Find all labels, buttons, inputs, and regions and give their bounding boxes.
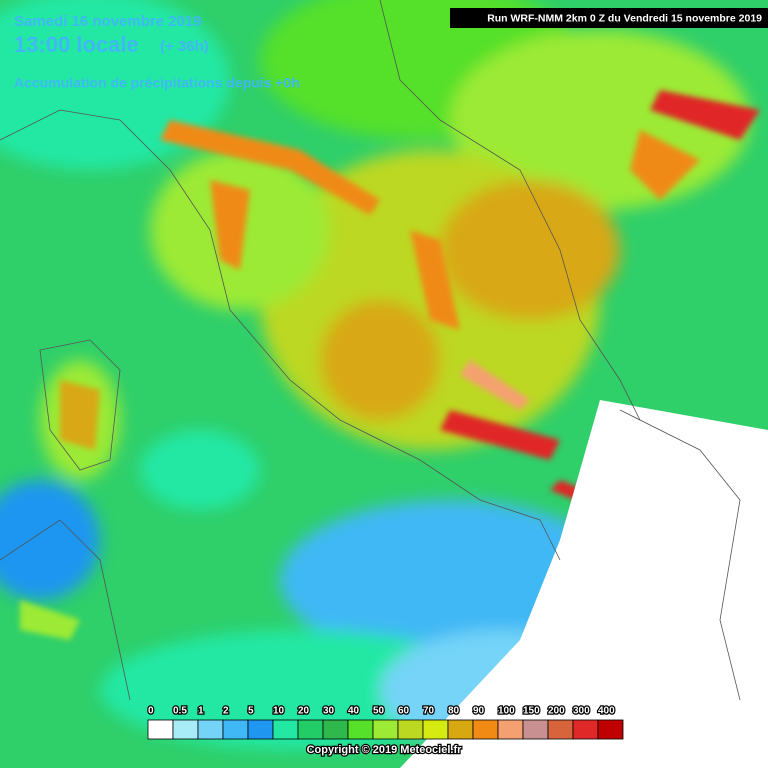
legend-swatch — [372, 719, 399, 740]
legend-label: 200 — [548, 706, 565, 717]
legend-label: 30 — [323, 706, 335, 717]
legend-swatch — [547, 719, 574, 740]
legend-swatch — [347, 719, 374, 740]
legend-label: 40 — [348, 706, 360, 717]
legend-swatch — [272, 719, 299, 740]
run-banner — [450, 8, 768, 28]
legend-label: 10 — [273, 706, 285, 717]
borders — [0, 0, 741, 701]
legend-swatch — [447, 719, 474, 740]
run-info: Run WRF-NMM 2km 0 Z du Vendredi 15 novem… — [487, 12, 762, 24]
legend-swatch — [422, 719, 449, 740]
legend-swatch — [247, 719, 274, 740]
legend-swatch — [322, 719, 349, 740]
legend-swatch — [222, 719, 249, 740]
product-title: Accumulation de précipitations depuis +0… — [14, 75, 300, 91]
legend-swatch — [497, 719, 524, 740]
legend-label: 400 — [598, 706, 615, 717]
time: 13:00 locale — [14, 32, 139, 57]
legend: 0 0.5 1 2 5 10 20 30 40 50 60 70 80 90 100 150 200 300 400 — [147, 704, 624, 740]
legend-label: 300 — [573, 706, 590, 717]
legend-swatch — [522, 719, 549, 740]
legend-swatch — [597, 719, 624, 740]
legend-label: 5 — [248, 706, 254, 717]
legend-swatch — [572, 719, 599, 740]
legend-label: 0.5 — [173, 706, 187, 717]
legend-label: 100 — [498, 706, 515, 717]
legend-label: 80 — [448, 706, 460, 717]
legend-label: 150 — [523, 706, 540, 717]
legend-label: 1 — [198, 706, 204, 717]
no-precipitation-area — [400, 400, 768, 768]
legend-label: 90 — [473, 706, 485, 717]
copyright: Copyright © 2019 Meteociel.fr — [307, 744, 463, 756]
legend-label: 60 — [398, 706, 410, 717]
legend-label: 2 — [223, 706, 229, 717]
legend-swatch — [147, 719, 174, 740]
legend-swatch — [297, 719, 324, 740]
legend-swatch — [397, 719, 424, 740]
legend-label: 20 — [298, 706, 310, 717]
date: Samedi 16 novembre 2019 — [14, 13, 202, 30]
legend-label: 0 — [148, 706, 154, 717]
legend-swatch — [197, 719, 224, 740]
legend-swatch — [172, 719, 199, 740]
legend-label: 70 — [423, 706, 435, 717]
legend-swatch — [472, 719, 499, 740]
lead-time: (+ 36h) — [160, 38, 209, 55]
legend-label: 50 — [373, 706, 385, 717]
